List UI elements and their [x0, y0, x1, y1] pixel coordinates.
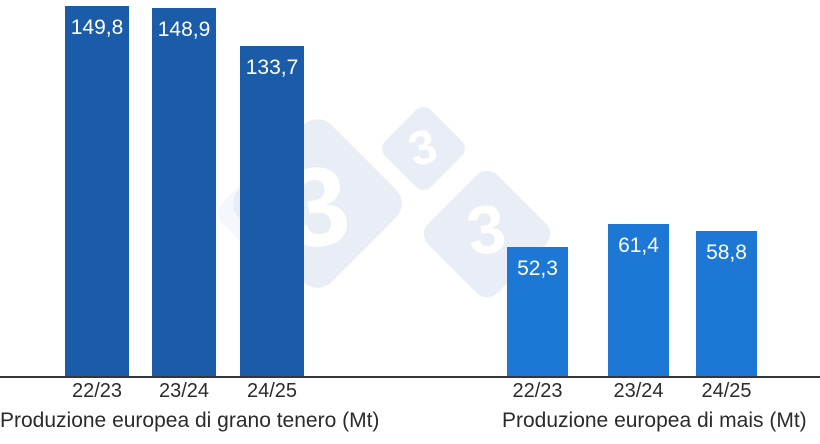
- bar-23-24: 61,4: [608, 224, 669, 376]
- x-tick-label: 22/23: [512, 380, 563, 402]
- x-axis-line: [0, 376, 820, 378]
- axis-caption-grano-tenero: Produzione europea di grano tenero (Mt): [0, 409, 380, 432]
- bar-value-label: 149,8: [70, 16, 124, 39]
- axis-caption-mais: Produzione europea di mais (Mt): [502, 409, 807, 432]
- bar-value-label: 61,4: [618, 234, 659, 257]
- x-tick-label: 24/25: [701, 380, 752, 402]
- x-tick-label: 23/24: [158, 380, 210, 402]
- bar-value-label: 58,8: [706, 241, 747, 264]
- bar-value-label: 148,9: [157, 18, 211, 41]
- x-tick-labels-mais: 22/23 23/24 24/25: [507, 381, 757, 401]
- bar-24-25: 133,7: [240, 46, 304, 376]
- bar-group-grano-tenero: 149,8 148,9 133,7: [65, 0, 304, 376]
- x-tick-label: 22/23: [71, 380, 123, 402]
- bar-23-24: 148,9: [152, 8, 216, 376]
- x-tick-label: 23/24: [613, 380, 664, 402]
- bar-22-23: 149,8: [65, 6, 129, 376]
- bar-value-label: 52,3: [517, 257, 558, 280]
- bar-group-mais: 52,3 61,4 58,8: [507, 0, 757, 376]
- x-tick-label: 24/25: [246, 380, 298, 402]
- bar-value-label: 133,7: [245, 56, 299, 79]
- bar-22-23: 52,3: [507, 247, 568, 376]
- bar-24-25: 58,8: [696, 231, 757, 376]
- x-tick-labels-grano-tenero: 22/23 23/24 24/25: [65, 381, 304, 401]
